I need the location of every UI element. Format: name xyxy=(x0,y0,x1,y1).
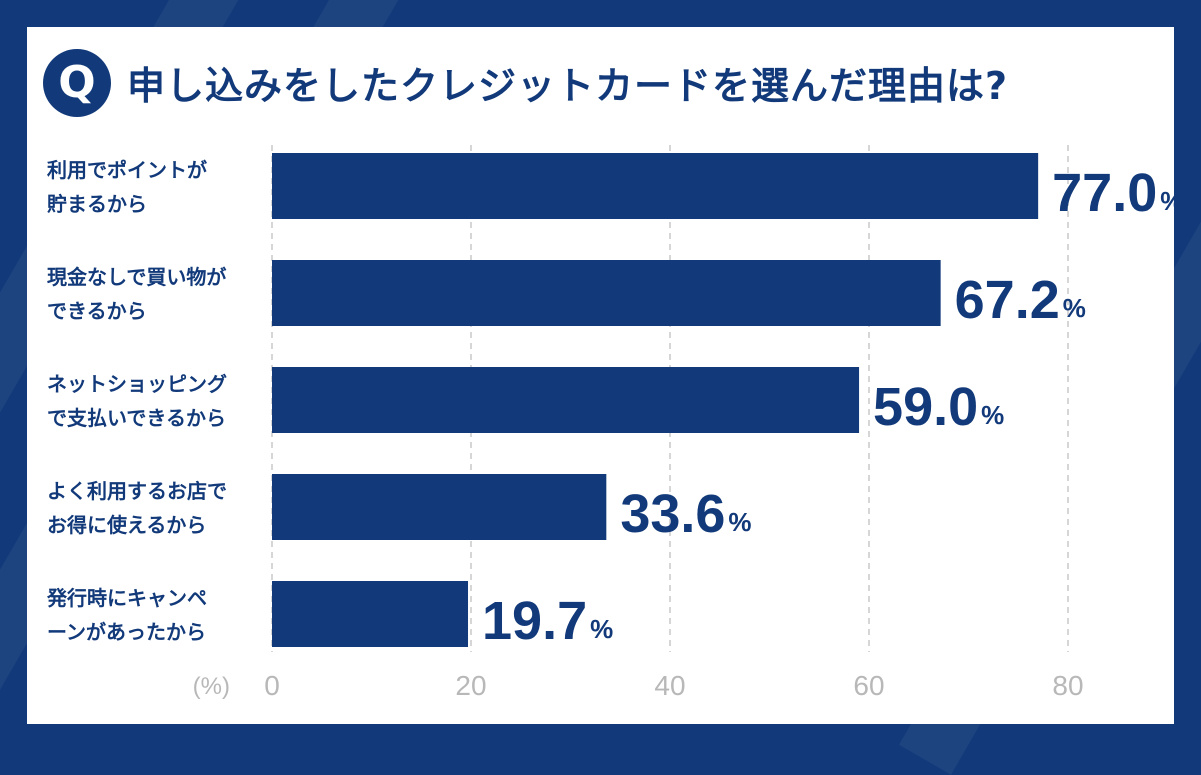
category-label: 貯まるから xyxy=(47,192,147,216)
value-percent-sign: % xyxy=(981,400,1004,430)
x-tick-label: 20 xyxy=(455,670,486,701)
bar xyxy=(272,260,941,326)
x-tick-label: 40 xyxy=(654,670,685,701)
bar xyxy=(272,153,1039,219)
category-label: できるから xyxy=(47,299,147,323)
value-label: 59.0 xyxy=(873,377,978,437)
category-label: 発行時にキャンペ xyxy=(46,586,207,610)
x-tick-label: 0 xyxy=(264,670,280,701)
question-badge: Q xyxy=(43,49,111,117)
category-label: 利用でポイントが xyxy=(47,158,207,182)
chart-card: Q 申し込みをしたクレジットカードを選んだ理由は? 0 20 40 60 80 (%) 利用… xyxy=(27,27,1174,724)
category-label: 現金なしで買い物が xyxy=(47,265,226,289)
category-label: お得に使えるから xyxy=(47,513,206,537)
category-label: ーンがあったから xyxy=(47,620,206,644)
value-percent-sign: % xyxy=(728,507,751,537)
value-label: 33.6 xyxy=(620,484,725,544)
value-label: 77.0 xyxy=(1052,163,1157,223)
category-label: よく利用するお店で xyxy=(47,479,227,503)
x-tick-label: 80 xyxy=(1052,670,1083,701)
value-label: 19.7 xyxy=(482,591,587,651)
category-label: で支払いできるから xyxy=(47,406,226,430)
value-percent-sign: % xyxy=(1063,293,1086,323)
x-tick-label: 60 xyxy=(853,670,884,701)
value-percent-sign: % xyxy=(1160,186,1174,216)
unit-label: (%) xyxy=(193,673,230,700)
bar xyxy=(272,474,607,540)
category-label: ネットショッピング xyxy=(47,372,227,396)
value-percent-sign: % xyxy=(590,614,613,644)
value-label: 67.2 xyxy=(955,270,1060,330)
bar xyxy=(272,367,860,433)
bar xyxy=(272,581,469,647)
chart-title: 申し込みをしたクレジットカードを選んだ理由は? xyxy=(127,64,1009,108)
